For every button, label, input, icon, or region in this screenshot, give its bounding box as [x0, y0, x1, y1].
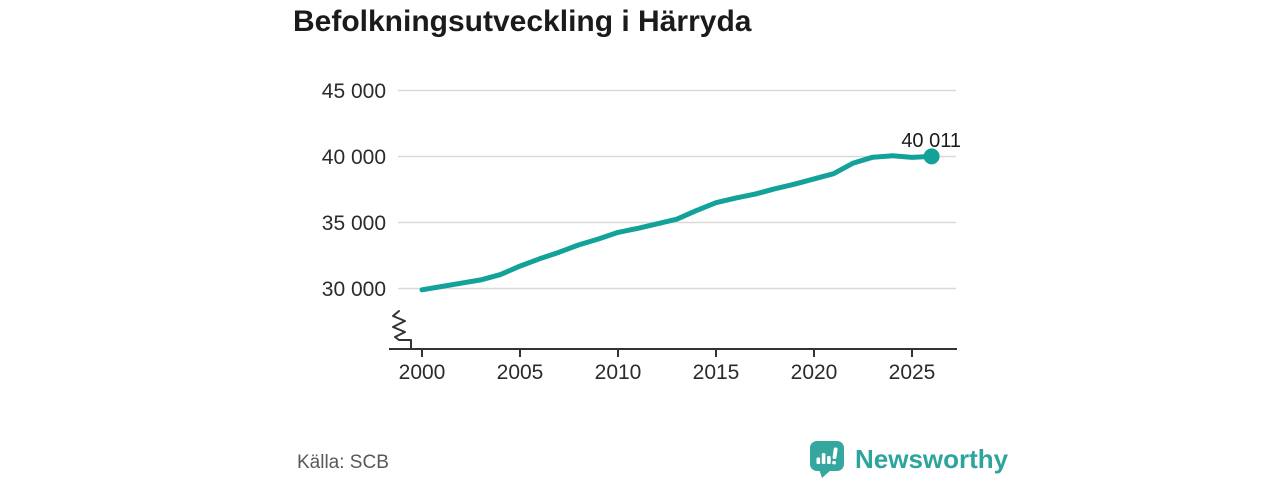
x-axis-ticks — [421, 349, 913, 357]
newsworthy-logo-icon — [810, 441, 844, 478]
x-tick-label: 2025 — [889, 361, 936, 384]
last-data-point — [923, 148, 940, 165]
population-series-line — [419, 153, 935, 293]
x-tick-label: 2010 — [595, 361, 642, 384]
y-tick-label: 40 000 — [322, 146, 386, 169]
y-tick-label: 30 000 — [322, 278, 386, 301]
x-tick-label: 2000 — [399, 361, 446, 384]
y-axis-labels: 45 000 40 000 35 000 30 000 — [322, 80, 386, 301]
x-tick-label: 2015 — [693, 361, 740, 384]
source-note: Källa: SCB — [297, 452, 389, 473]
newsworthy-branding: Newsworthy — [808, 440, 1008, 478]
last-value-label: 40 011 — [901, 130, 961, 152]
y-axis-break-icon — [392, 310, 412, 349]
x-tick-label: 2005 — [497, 361, 544, 384]
page-title: Befolkningsutveckling i Härryda — [293, 5, 752, 38]
newsworthy-wordmark: Newsworthy — [855, 443, 1009, 474]
y-tick-label: 45 000 — [322, 80, 386, 103]
y-tick-label: 35 000 — [322, 212, 386, 235]
gridlines — [398, 89, 956, 290]
x-tick-label: 2020 — [791, 361, 838, 384]
x-axis-labels: 2000 2005 2010 2015 2020 2025 — [399, 361, 936, 384]
